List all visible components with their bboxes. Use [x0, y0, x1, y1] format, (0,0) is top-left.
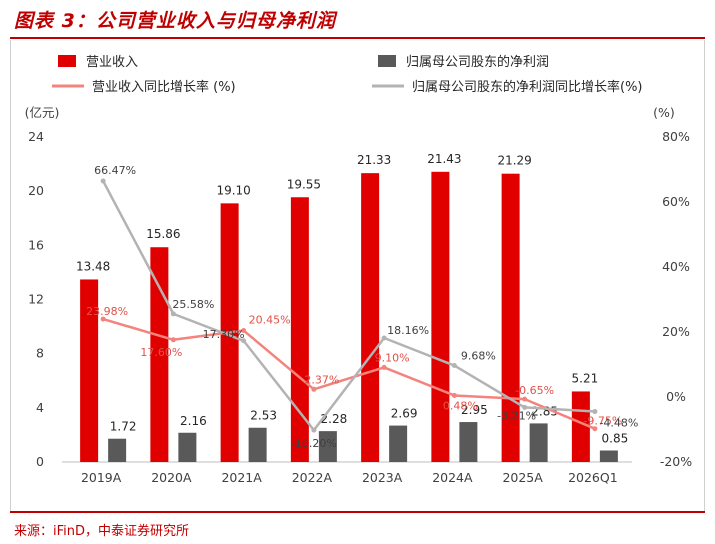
- left-tick-label: 12: [28, 292, 44, 307]
- net-profit-value-label: 1.72: [110, 420, 137, 434]
- title-divider: [10, 37, 705, 39]
- revenue-bar: [290, 197, 309, 462]
- net-profit-growth-point: [381, 335, 387, 341]
- net-profit-growth-label: -3.21%: [497, 409, 536, 422]
- net-profit-value-label: 2.28: [321, 412, 348, 426]
- x-tick-label: 2021A: [221, 470, 262, 485]
- revenue-bar: [431, 171, 450, 463]
- net-profit-value-label: 2.53: [250, 409, 277, 423]
- revenue-value-label: 19.10: [216, 183, 250, 197]
- revenue-value-label: 19.55: [287, 177, 321, 191]
- net-profit-growth-label: 18.16%: [387, 324, 429, 337]
- net-profit-value-label: 2.69: [391, 407, 418, 421]
- chart-frame: [10, 40, 705, 511]
- source-note: 来源：iFinD，中泰证券研究所: [14, 524, 190, 539]
- revenue-growth-point: [381, 364, 387, 370]
- left-tick-label: 8: [36, 346, 44, 361]
- net-profit-bar: [248, 427, 267, 462]
- revenue-growth-line: [102, 317, 596, 430]
- net-profit-growth-line: [102, 180, 595, 432]
- net-profit-value-label: 2.95: [461, 403, 488, 417]
- left-tick-label: 4: [36, 400, 44, 415]
- revenue-growth-label: -0.65%: [515, 384, 554, 397]
- net-profit-growth-point: [170, 311, 176, 317]
- left-tick-label: 0: [36, 454, 44, 469]
- net-profit-value-label: 0.85: [602, 431, 629, 445]
- revenue-value-label: 5.21: [572, 371, 599, 385]
- net-profit-bar: [599, 450, 618, 462]
- right-tick-label: 60%: [662, 194, 690, 209]
- revenue-value-label: 21.33: [357, 153, 391, 167]
- net-profit-growth-label: -4.48%: [599, 417, 638, 430]
- x-tick-label: 2024A: [432, 470, 473, 485]
- revenue-bar: [501, 173, 520, 462]
- revenue-bar: [80, 279, 99, 462]
- chart-title: 图表 3：公司营业收入与归母净利润: [14, 10, 336, 32]
- net-profit-bar: [389, 425, 408, 462]
- bottom-divider: [10, 511, 705, 513]
- revenue-growth-point: [170, 337, 176, 343]
- revenue-growth-label: 17.60%: [140, 346, 182, 359]
- net-profit-growth-point: [241, 338, 247, 344]
- left-tick-label: 16: [28, 237, 44, 252]
- x-tick-label: 2026Q1: [568, 470, 618, 485]
- net-profit-growth-point: [592, 409, 598, 415]
- revenue-bar: [361, 173, 380, 462]
- revenue-bar: [150, 247, 169, 462]
- net-profit-bar: [529, 423, 548, 462]
- right-axis-unit: (%): [653, 105, 675, 120]
- net-profit-bar: [318, 431, 337, 462]
- revenue-growth-label: 0.48%: [443, 399, 478, 412]
- net-profit-growth-label: 9.68%: [461, 350, 496, 363]
- legend-label-revenue: 营业收入: [86, 55, 138, 70]
- revenue-value-label: 13.48: [76, 259, 110, 273]
- revenue-growth-point: [451, 392, 457, 398]
- right-tick-label: 40%: [662, 259, 690, 274]
- revenue-growth-point: [522, 396, 528, 402]
- left-axis-unit: (亿元): [25, 105, 60, 120]
- net-profit-growth-point: [451, 363, 457, 369]
- net-profit-growth-label: -10.20%: [291, 437, 337, 450]
- revenue-growth-point: [592, 426, 598, 432]
- net-profit-value-label: 2.16: [180, 414, 207, 428]
- legend-label-revenue-growth: 营业收入同比增长率 (%): [92, 79, 236, 95]
- revenue-growth-label: 2.37%: [304, 373, 339, 386]
- right-tick-label: -20%: [660, 454, 692, 469]
- net-profit-bar: [178, 432, 197, 462]
- right-tick-label: 20%: [662, 324, 690, 339]
- net-profit-growth-label: 17.30%: [203, 328, 245, 341]
- right-tick-label: 80%: [662, 129, 690, 144]
- revenue-value-label: 15.86: [146, 227, 180, 241]
- right-tick-label: 0%: [666, 389, 686, 404]
- x-tick-label: 2025A: [502, 470, 543, 485]
- revenue-growth-label: 9.10%: [375, 351, 410, 364]
- net-profit-growth-label: 25.58%: [172, 298, 214, 311]
- legend-swatch-net-profit: [378, 55, 396, 67]
- revenue-growth-label: 20.45%: [249, 314, 291, 327]
- x-tick-label: 2022A: [292, 470, 333, 485]
- legend-swatch-revenue: [58, 55, 76, 67]
- legend-label-net-profit: 归属母公司股东的净利润: [406, 54, 549, 70]
- net-profit-growth-point: [522, 404, 528, 410]
- revenue-growth-label: -9.75%: [583, 415, 622, 428]
- net-profit-bar: [108, 438, 127, 462]
- net-profit-growth-label: 66.47%: [94, 164, 136, 177]
- net-profit-growth-point: [100, 178, 106, 184]
- revenue-growth-point: [100, 316, 106, 322]
- revenue-growth-label: 23.98%: [86, 305, 128, 318]
- revenue-growth-point: [311, 386, 317, 392]
- net-profit-bar: [459, 422, 478, 462]
- revenue-growth-point: [241, 328, 247, 334]
- x-tick-label: 2020A: [151, 470, 192, 485]
- revenue-value-label: 21.43: [427, 152, 461, 166]
- left-tick-label: 24: [28, 129, 44, 144]
- net-profit-growth-point: [311, 427, 317, 433]
- legend-label-net-profit-growth: 归属母公司股东的净利润同比增长率(%): [412, 79, 643, 95]
- left-tick-label: 20: [28, 183, 44, 198]
- x-tick-label: 2019A: [81, 470, 122, 485]
- x-tick-label: 2023A: [362, 470, 403, 485]
- revenue-value-label: 21.29: [497, 154, 531, 168]
- revenue-bar: [571, 391, 590, 462]
